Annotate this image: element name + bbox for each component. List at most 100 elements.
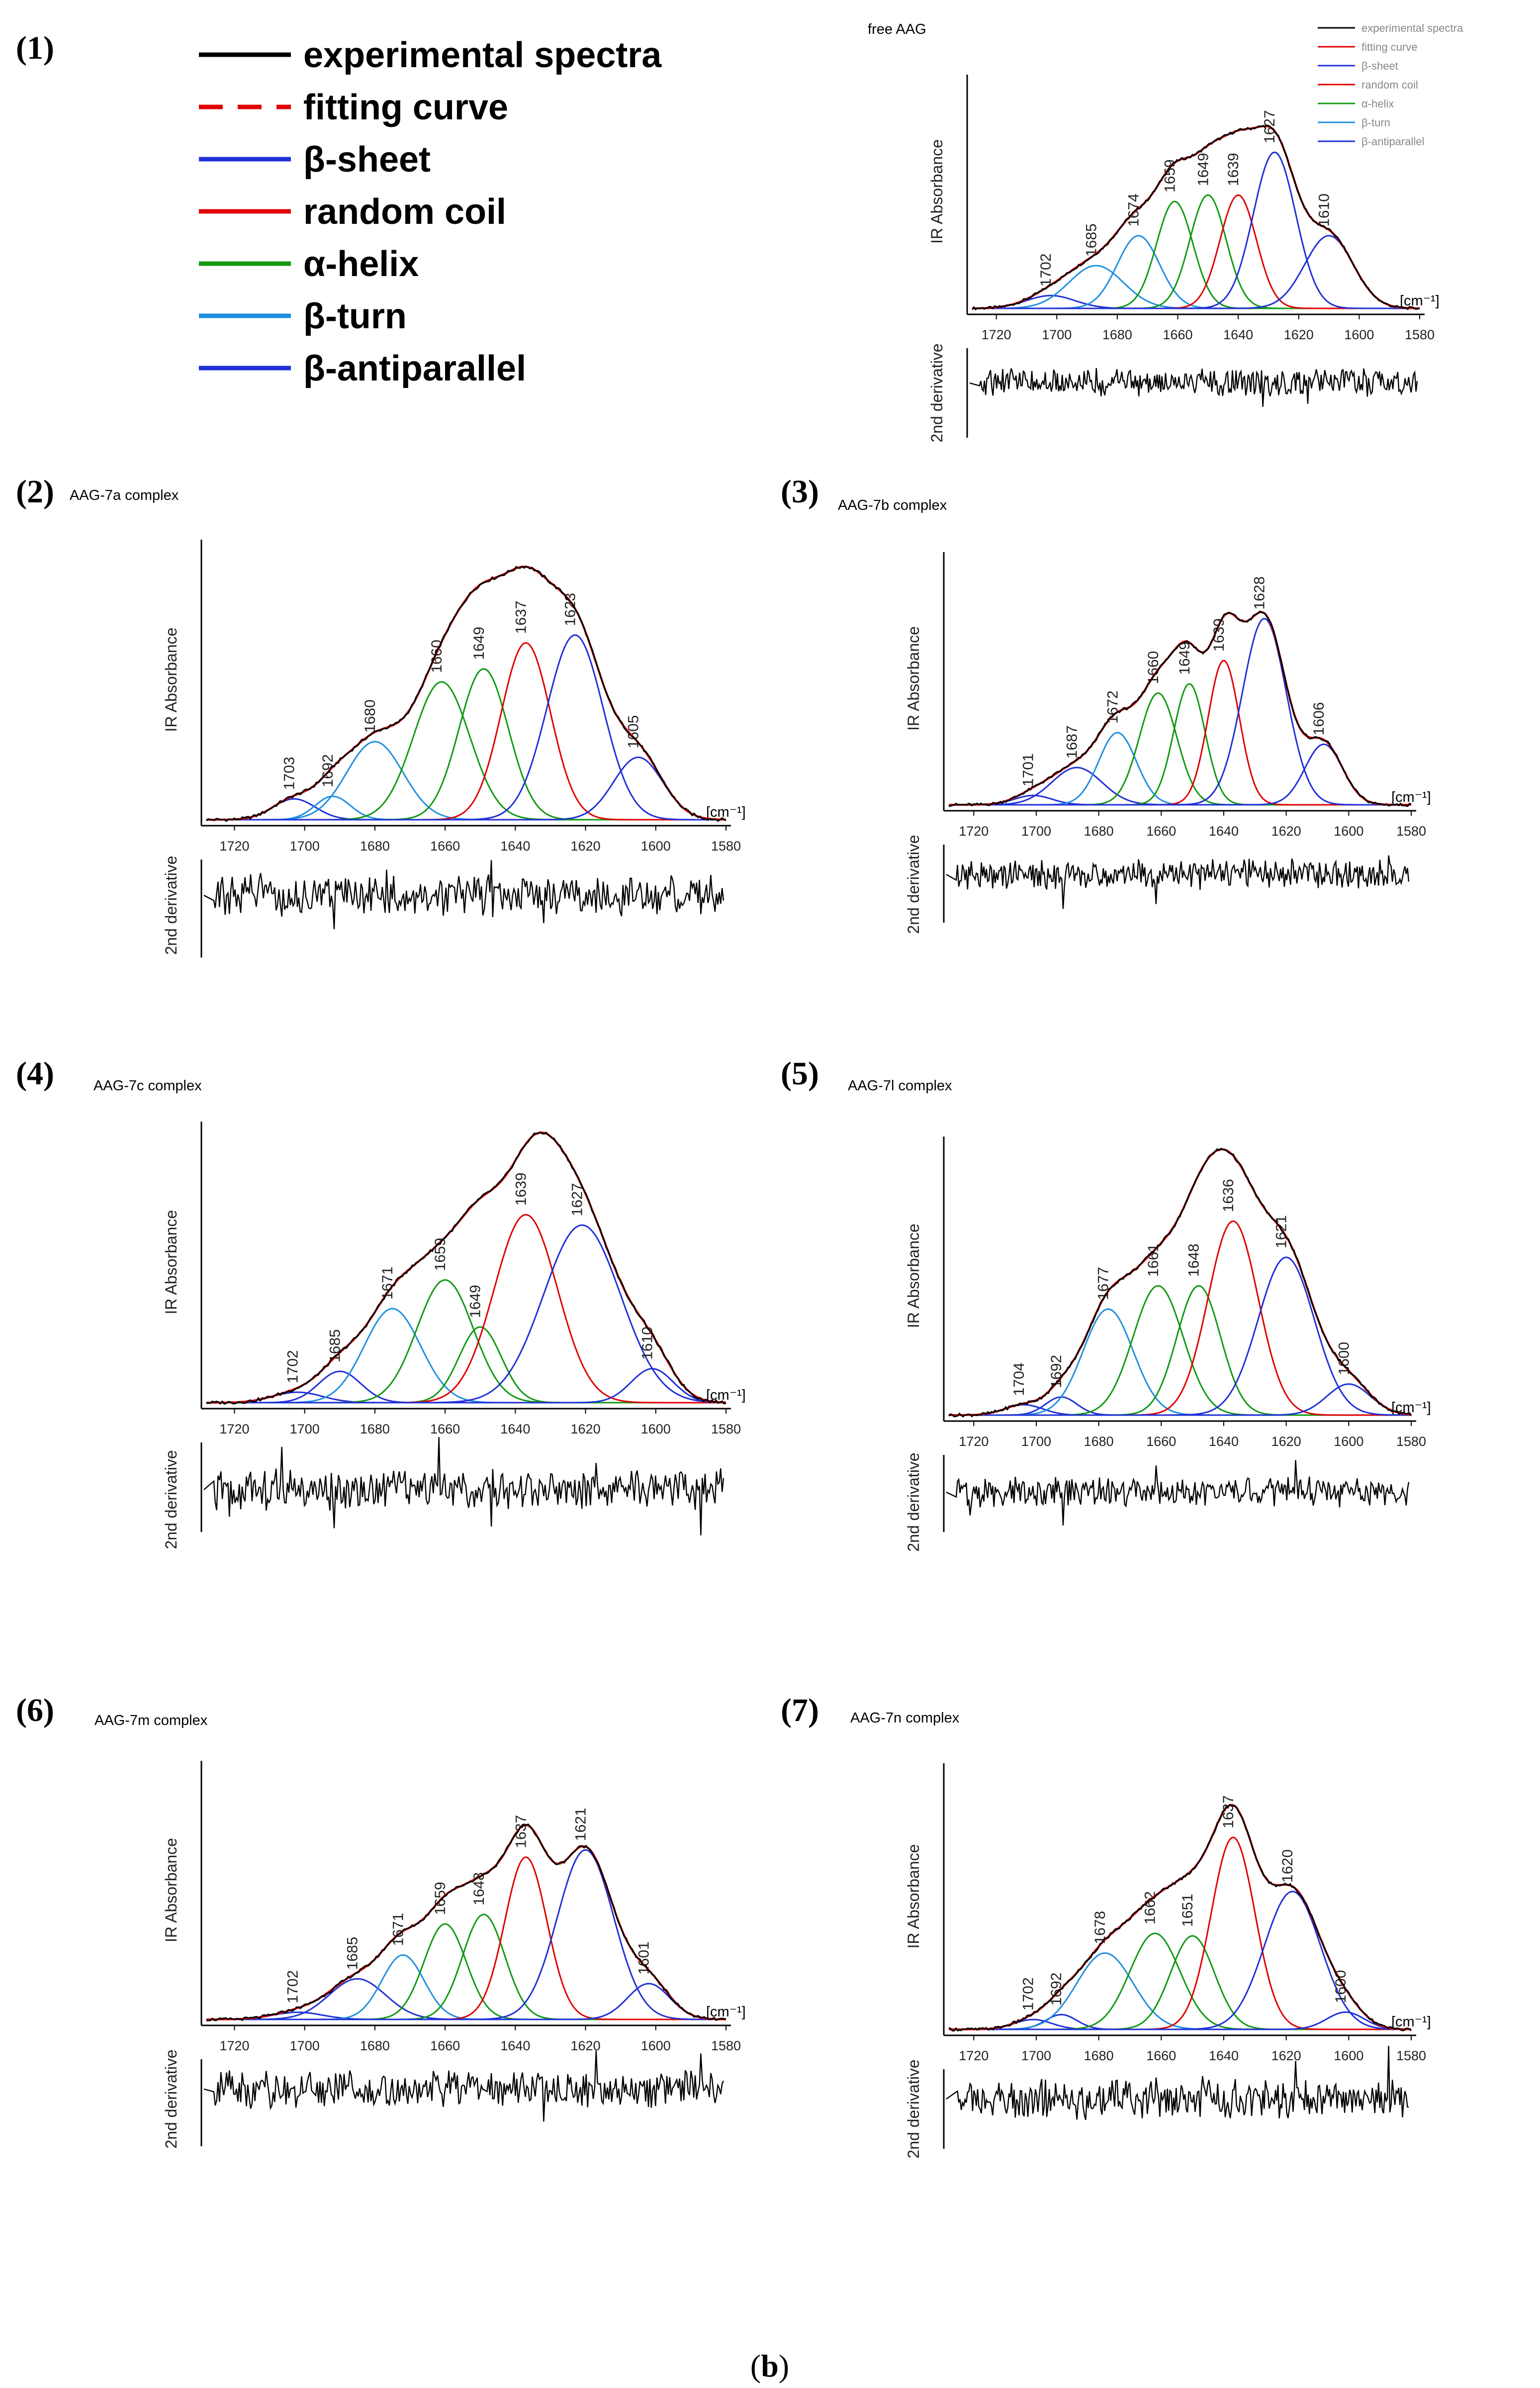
legend-label-5: β-turn bbox=[303, 296, 407, 336]
y-axis-label: IR Absorbance bbox=[905, 1224, 922, 1328]
legend-label-0: experimental spectra bbox=[303, 35, 662, 75]
x-tick-label-6: 1600 bbox=[1334, 824, 1363, 839]
mini-legend-label-1: fitting curve bbox=[1361, 41, 1418, 53]
x-tick-label-7: 1580 bbox=[1405, 327, 1435, 342]
peak-label-1649: 1649 bbox=[467, 1285, 484, 1318]
x-tick-label-6: 1600 bbox=[1334, 1434, 1363, 1449]
x-tick-label-5: 1620 bbox=[1284, 327, 1314, 342]
x-unit-label: [cm⁻¹] bbox=[1391, 2014, 1431, 2030]
x-tick-label-3: 1660 bbox=[1146, 1434, 1176, 1449]
mini-legend-label-5: β-turn bbox=[1361, 116, 1390, 129]
x-tick-label-0: 1720 bbox=[959, 824, 989, 839]
mini-legend-label-3: random coil bbox=[1361, 79, 1418, 91]
chart-panel-number: (3) bbox=[781, 474, 819, 510]
x-tick-label-5: 1620 bbox=[1271, 824, 1301, 839]
peak-label-1660: 1660 bbox=[429, 640, 445, 673]
legend-label-2: β-sheet bbox=[303, 140, 431, 180]
peak-label-1703: 1703 bbox=[281, 757, 298, 790]
second-derivative-trace bbox=[946, 1460, 1410, 1526]
chart-panel-number: (6) bbox=[16, 1692, 54, 1728]
x-tick-label-3: 1660 bbox=[430, 839, 460, 854]
experimental-spectrum bbox=[206, 566, 726, 822]
peak-label-1628: 1628 bbox=[1252, 576, 1268, 610]
legend-label-4: α-helix bbox=[303, 244, 419, 284]
chart-0: free AAG IR Absorbance [cm⁻¹] 1720 1700 1680 1… bbox=[868, 21, 1463, 443]
x-tick-label-5: 1620 bbox=[1271, 1434, 1301, 1449]
x-tick-label-0: 1720 bbox=[982, 327, 1011, 342]
x-tick-label-0: 1720 bbox=[219, 839, 249, 854]
peak-label-1621: 1621 bbox=[573, 1808, 589, 1841]
peak-label-1702: 1702 bbox=[1038, 253, 1054, 287]
x-tick-label-6: 1600 bbox=[1334, 2048, 1363, 2063]
legend-label-3: random coil bbox=[303, 192, 506, 232]
legend-items: experimental spectra fitting curve β-sheet… bbox=[199, 35, 662, 388]
x-tick-label-2: 1680 bbox=[1084, 2048, 1114, 2063]
experimental-spectrum bbox=[948, 610, 1412, 807]
x-tick-label-6: 1600 bbox=[641, 839, 671, 854]
legend-label-6: β-antiparallel bbox=[303, 349, 526, 388]
second-derivative-trace bbox=[946, 2045, 1409, 2120]
x-tick-label-4: 1640 bbox=[500, 839, 530, 854]
peak-label-1677: 1677 bbox=[1095, 1267, 1111, 1300]
x-tick-label-7: 1580 bbox=[711, 2038, 741, 2053]
chart-2: (3) AAG-7b complex IR Absorbance [cm⁻¹] 1720… bbox=[781, 474, 1431, 934]
second-derivative-trace bbox=[946, 855, 1410, 909]
experimental-spectrum bbox=[948, 1147, 1412, 1418]
peak-label-1600: 1600 bbox=[1333, 1970, 1349, 2004]
x-tick-label-6: 1600 bbox=[1344, 327, 1374, 342]
chart-title: AAG-7b complex bbox=[838, 497, 947, 513]
second-derivative-trace bbox=[203, 2050, 725, 2122]
peak-label-1637: 1637 bbox=[513, 601, 530, 634]
peak-label-1704: 1704 bbox=[1011, 1362, 1027, 1396]
x-tick-label-3: 1660 bbox=[430, 2038, 460, 2053]
x-tick-label-2: 1680 bbox=[360, 839, 390, 854]
x-tick-label-3: 1660 bbox=[1146, 824, 1176, 839]
peak-label-1610: 1610 bbox=[1316, 193, 1333, 227]
x-tick-label-1: 1700 bbox=[1021, 1434, 1051, 1449]
mini-legend-label-6: β-antiparallel bbox=[1361, 135, 1424, 148]
chart-panel-number: (2) bbox=[16, 474, 54, 510]
y-axis-label: IR Absorbance bbox=[162, 628, 180, 732]
mini-legend-label-2: β-sheet bbox=[1361, 60, 1398, 72]
x-tick-label-2: 1680 bbox=[1102, 327, 1132, 342]
peak-label-1661: 1661 bbox=[1145, 1243, 1162, 1277]
x-tick-label-1: 1700 bbox=[1042, 327, 1072, 342]
derivative-label: 2nd derivative bbox=[905, 1452, 922, 1551]
derivative-label: 2nd derivative bbox=[162, 856, 180, 955]
x-tick-label-7: 1580 bbox=[1396, 824, 1426, 839]
x-tick-label-7: 1580 bbox=[1396, 2048, 1426, 2063]
second-derivative-trace bbox=[969, 368, 1418, 407]
x-tick-label-6: 1600 bbox=[641, 1422, 671, 1436]
component-curve-1601 bbox=[206, 1983, 726, 2020]
experimental-spectrum bbox=[948, 1804, 1412, 2032]
figure-caption: (b) bbox=[750, 2348, 789, 2384]
peak-label-1701: 1701 bbox=[1020, 754, 1037, 787]
x-unit-label: [cm⁻¹] bbox=[1400, 293, 1440, 309]
component-curve-1610 bbox=[206, 1368, 726, 1404]
peak-label-1649: 1649 bbox=[471, 627, 487, 660]
y-axis-label: IR Absorbance bbox=[162, 1838, 180, 1942]
experimental-spectrum bbox=[206, 1131, 726, 1405]
peak-label-1672: 1672 bbox=[1104, 690, 1121, 724]
peak-label-1702: 1702 bbox=[285, 1350, 301, 1383]
peak-label-1648: 1648 bbox=[1186, 1243, 1202, 1277]
second-derivative-trace bbox=[203, 860, 725, 930]
x-tick-label-0: 1720 bbox=[219, 2038, 249, 2053]
mini-legend-label-4: α-helix bbox=[1361, 97, 1394, 110]
experimental-spectrum bbox=[971, 125, 1420, 311]
peak-label-1639: 1639 bbox=[1225, 153, 1242, 186]
x-tick-label-4: 1640 bbox=[1223, 327, 1253, 342]
y-axis-label: IR Absorbance bbox=[162, 1210, 180, 1315]
x-tick-label-1: 1700 bbox=[1021, 2048, 1051, 2063]
x-tick-label-1: 1700 bbox=[290, 2038, 320, 2053]
chart-title: AAG-7a complex bbox=[70, 487, 179, 503]
chart-title: AAG-7c complex bbox=[93, 1078, 202, 1094]
derivative-label: 2nd derivative bbox=[162, 1450, 180, 1549]
legend: (1) experimental spectra fitting curve β-s… bbox=[16, 30, 662, 388]
peak-label-1671: 1671 bbox=[379, 1266, 396, 1300]
y-axis-label: IR Absorbance bbox=[928, 139, 946, 244]
derivative-label: 2nd derivative bbox=[928, 343, 946, 442]
